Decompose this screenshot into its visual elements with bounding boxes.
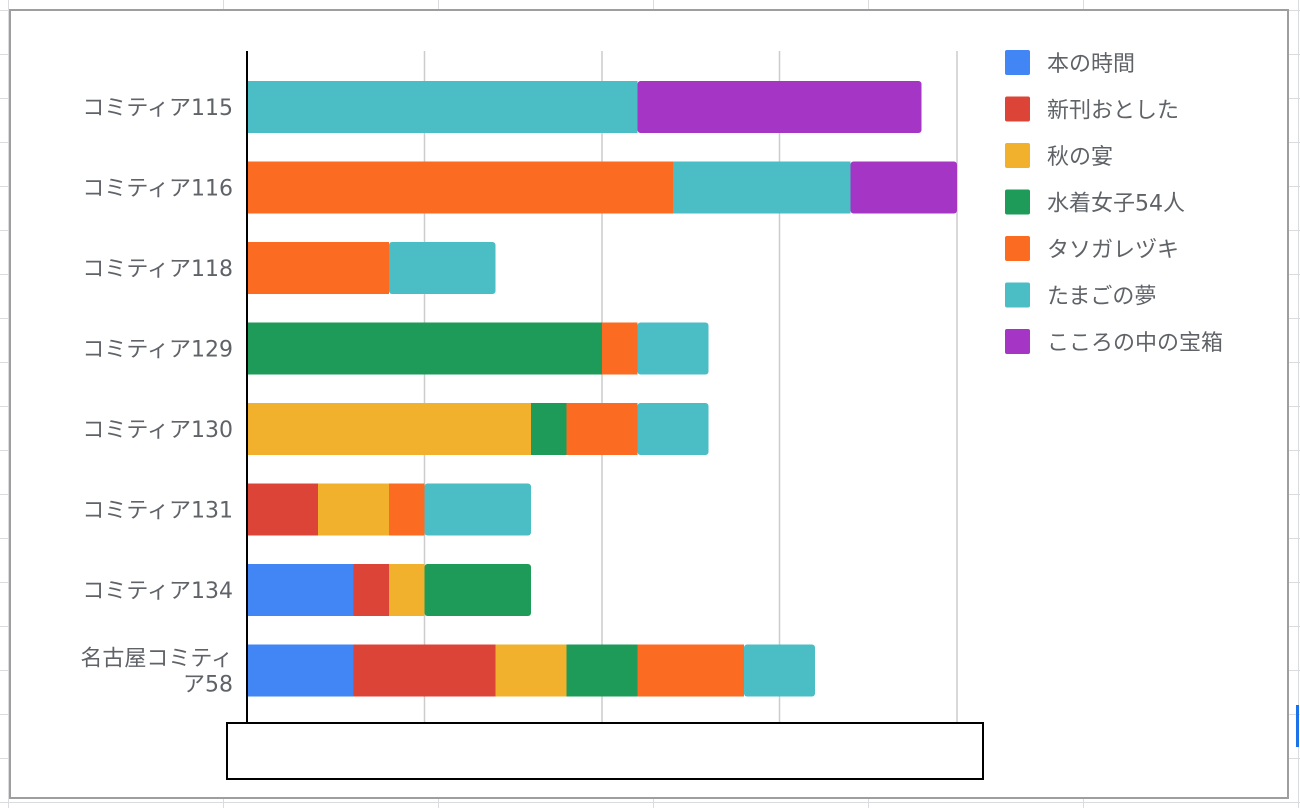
bar-segment [247,161,673,214]
category-label: コミティア118 [82,257,233,282]
stacked-bar-chart: コミティア115 コミティア116 コミティア118 コミティア129 コミティア130… [80,50,1223,780]
legend-label: 水着女子54人 [1047,192,1185,217]
legend-swatch [1005,282,1030,308]
category-labels: コミティア115 コミティア116 コミティア118 コミティア129 コミティア130… [80,96,233,698]
legend-label: 新刊おとした [1047,99,1179,124]
bar-segment [353,564,389,616]
selection-edge-indicator [1296,705,1299,747]
legend-label: たまごの夢 [1047,285,1156,310]
axes [226,51,984,780]
bar-segment [247,644,354,697]
chart-frame[interactable]: コミティア115 コミティア116 コミティア118 コミティア129 コミティア130… [9,9,1289,799]
legend-label: こころの中の宝箱 [1047,331,1223,356]
bar-segment [389,483,425,536]
bar-segment [247,81,638,133]
category-label: コミティア115 [82,96,233,121]
bar-segment [637,322,709,375]
grid-lines [423,51,958,723]
category-label: コミティア129 [82,338,233,363]
legend-swatch [1005,96,1030,122]
bar-segment [318,483,389,536]
bar-segment [424,564,531,616]
bar-segment [247,322,602,375]
category-label: 名古屋コミティ [80,647,233,672]
bar-segment [566,403,638,455]
legend-swatch [1005,329,1030,354]
bar-area [247,81,957,697]
category-label: ア58 [183,673,233,698]
category-label: コミティア131 [82,499,233,524]
bar-segment [673,161,851,214]
x-axis-label-box [226,722,984,780]
legend-swatch [1005,143,1030,168]
legend-swatch [1005,50,1030,75]
bar-segment [389,564,425,616]
bar-segment [850,161,957,214]
bar-segment [531,403,567,455]
legend-label: タソガレヅキ [1047,238,1179,263]
bar-segment [247,564,354,616]
bar-segment [637,644,744,697]
bar-segment [247,242,389,294]
category-label: コミティア134 [82,579,233,604]
legend-swatch [1005,189,1030,215]
bar-segment [353,644,496,697]
bar-segment [602,322,638,375]
bar-segment [566,644,638,697]
bar-segment [389,242,496,294]
legend-swatch [1005,236,1030,261]
bar-segment [247,403,531,455]
legend-label: 本の時間 [1047,52,1135,77]
category-label: コミティア116 [82,177,233,202]
legend-label: 秋の宴 [1047,145,1113,170]
bar-segment [495,644,567,697]
bar-segment [637,403,709,455]
bar-segment [744,644,815,697]
bar-segment [247,483,318,536]
bar-segment [637,81,922,133]
category-label: コミティア130 [82,418,233,443]
bar-segment [424,483,531,536]
